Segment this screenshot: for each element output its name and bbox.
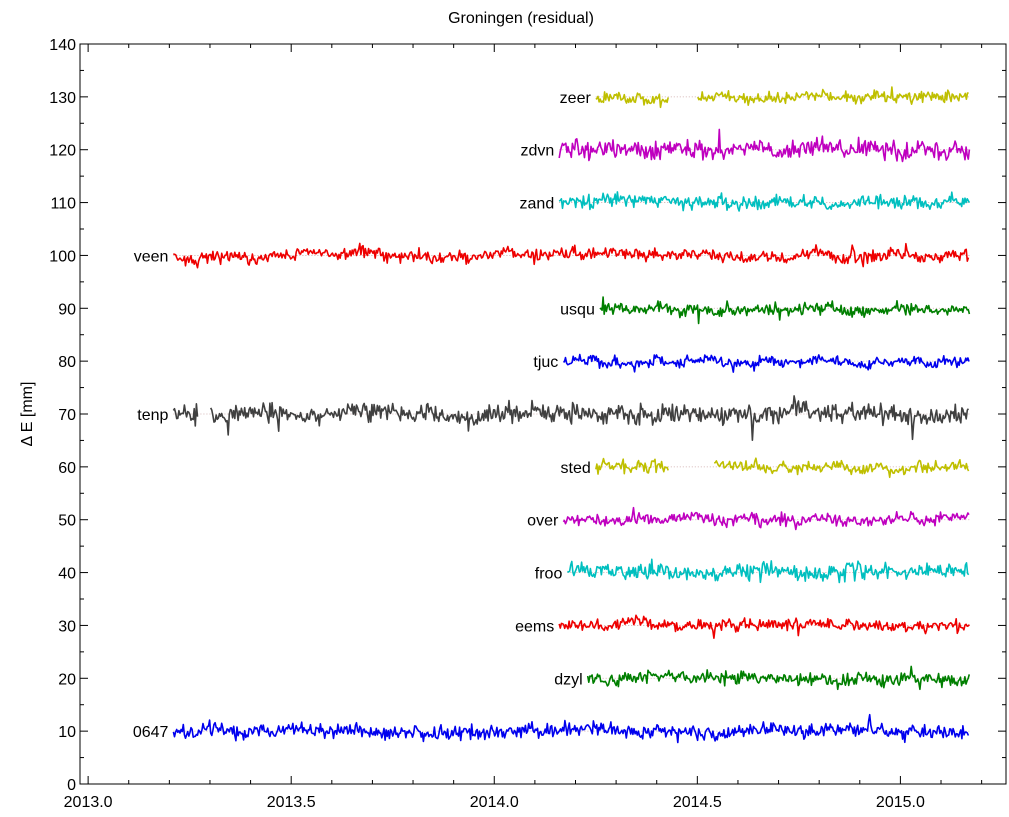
y-tick-label: 30 <box>58 618 76 635</box>
y-tick-label: 0 <box>67 777 76 794</box>
x-tick-label: 2013.0 <box>64 794 113 811</box>
series-line-dzyl <box>586 665 971 691</box>
station-label-zand: zand <box>520 196 555 213</box>
series-line-eems <box>558 614 971 639</box>
y-tick-label: 120 <box>49 143 76 160</box>
y-tick-label: 40 <box>58 566 76 583</box>
x-tick-label: 2015.0 <box>876 794 925 811</box>
y-axis-label: Δ E [mm] <box>19 382 36 447</box>
series-line-0647 <box>172 713 970 744</box>
series-line-tjuc <box>563 353 970 373</box>
y-tick-label: 90 <box>58 301 76 318</box>
station-label-0647: 0647 <box>133 724 169 741</box>
series-line-sted <box>595 457 970 479</box>
y-tick-label: 20 <box>58 671 76 688</box>
y-tick-label: 80 <box>58 354 76 371</box>
station-label-tjuc: tjuc <box>533 354 558 371</box>
station-label-tenp: tenp <box>137 407 168 424</box>
x-axis-ticks: 2013.0 2013.5 2014.0 2014.5 2015.0 <box>64 44 983 811</box>
series-line-froo <box>567 558 970 584</box>
series-line-zeer <box>595 86 969 109</box>
station-label-veen: veen <box>134 248 169 265</box>
station-label-over: over <box>527 513 559 530</box>
station-label-dzyl: dzyl <box>554 671 582 688</box>
station-label-zdvn: zdvn <box>520 143 554 160</box>
x-tick-label: 2013.5 <box>267 794 316 811</box>
series-line-over <box>562 506 970 531</box>
station-label-eems: eems <box>515 618 554 635</box>
series-line-zand <box>558 191 971 212</box>
station-label-sted: sted <box>561 460 591 477</box>
y-axis-ticks: 0 10 20 30 40 50 60 70 80 90 100 110 120 130 140 <box>49 37 1006 794</box>
y-tick-label: 10 <box>58 724 76 741</box>
series-line-usqu <box>599 296 971 325</box>
station-label-zeer: zeer <box>560 90 592 107</box>
y-tick-label: 110 <box>50 196 76 213</box>
y-tick-label: 140 <box>49 37 76 54</box>
chart-title: Groningen (residual) <box>448 10 594 27</box>
station-label-froo: froo <box>535 566 563 583</box>
station-label-usqu: usqu <box>560 301 595 318</box>
series-line-tenp <box>172 395 970 441</box>
y-tick-label: 70 <box>58 407 76 424</box>
series-line-zdvn <box>558 128 971 163</box>
series-line-veen <box>172 242 970 269</box>
y-tick-label: 60 <box>58 460 76 477</box>
x-tick-label: 2014.0 <box>470 794 519 811</box>
y-tick-label: 50 <box>58 513 76 530</box>
x-tick-label: 2014.5 <box>673 794 722 811</box>
y-tick-label: 100 <box>49 248 76 265</box>
y-tick-label: 130 <box>49 90 76 107</box>
series-layer <box>172 86 971 744</box>
station-labels: 0647 dzyl eems froo over sted tenp tjuc usqu veen… <box>133 90 595 741</box>
